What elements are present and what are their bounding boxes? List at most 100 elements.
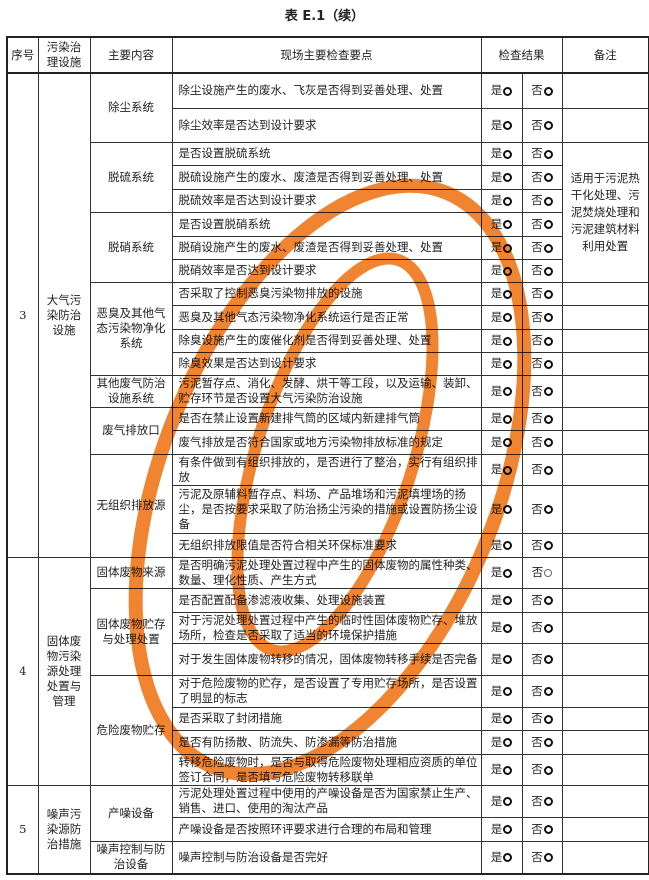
yes-option[interactable]: 是 bbox=[480, 304, 523, 330]
yes-option[interactable]: 是 bbox=[480, 164, 523, 190]
no-option[interactable]: 否 bbox=[521, 587, 563, 613]
radio-circle-icon[interactable] bbox=[503, 541, 513, 550]
radio-circle-icon[interactable] bbox=[544, 569, 553, 577]
yes-option[interactable]: 是 bbox=[480, 816, 523, 842]
radio-circle-icon[interactable] bbox=[503, 336, 513, 346]
yes-option[interactable]: 是 bbox=[480, 188, 523, 213]
radio-circle-icon[interactable] bbox=[503, 568, 513, 578]
radio-circle-icon[interactable] bbox=[543, 714, 553, 724]
radio-circle-icon[interactable] bbox=[543, 243, 553, 253]
radio-circle-icon[interactable] bbox=[503, 359, 513, 369]
no-option[interactable]: 否 bbox=[521, 374, 563, 408]
radio-circle-icon[interactable] bbox=[503, 765, 513, 775]
yes-option[interactable]: 是 bbox=[480, 429, 523, 455]
no-option[interactable]: 否 bbox=[521, 235, 563, 260]
radio-circle-icon[interactable] bbox=[503, 738, 513, 747]
radio-circle-icon[interactable] bbox=[543, 121, 553, 130]
radio-circle-icon[interactable] bbox=[503, 655, 513, 664]
radio-circle-icon[interactable] bbox=[543, 289, 553, 299]
radio-circle-icon[interactable] bbox=[503, 414, 513, 424]
radio-circle-icon[interactable] bbox=[543, 173, 553, 182]
radio-circle-icon[interactable] bbox=[543, 738, 553, 747]
radio-circle-icon[interactable] bbox=[543, 825, 553, 834]
no-option[interactable]: 否 bbox=[521, 188, 563, 213]
no-option[interactable]: 否 bbox=[521, 211, 563, 237]
radio-circle-icon[interactable] bbox=[543, 149, 553, 159]
radio-circle-icon[interactable] bbox=[543, 336, 553, 346]
yes-option[interactable]: 是 bbox=[480, 753, 523, 786]
radio-circle-icon[interactable] bbox=[543, 313, 553, 322]
yes-option[interactable]: 是 bbox=[480, 281, 523, 306]
no-option[interactable]: 否 bbox=[521, 164, 563, 190]
radio-circle-icon[interactable] bbox=[543, 687, 553, 696]
radio-circle-icon[interactable] bbox=[503, 687, 513, 696]
radio-circle-icon[interactable] bbox=[503, 714, 513, 724]
radio-circle-icon[interactable] bbox=[543, 220, 553, 229]
yes-option[interactable]: 是 bbox=[480, 406, 523, 431]
radio-circle-icon[interactable] bbox=[543, 414, 553, 424]
yes-option[interactable]: 是 bbox=[480, 351, 523, 376]
no-option[interactable]: 否 bbox=[521, 816, 563, 842]
no-option[interactable]: 否 bbox=[521, 406, 563, 431]
no-option[interactable]: 否 bbox=[521, 556, 563, 589]
yes-option[interactable]: 是 bbox=[480, 328, 523, 353]
no-option[interactable]: 否 bbox=[521, 258, 563, 283]
yes-option[interactable]: 是 bbox=[480, 587, 523, 613]
no-option[interactable]: 否 bbox=[521, 611, 563, 644]
radio-circle-icon[interactable] bbox=[503, 289, 513, 299]
no-option[interactable]: 否 bbox=[521, 706, 563, 731]
yes-option[interactable]: 是 bbox=[480, 706, 523, 731]
radio-circle-icon[interactable] bbox=[543, 596, 553, 605]
yes-option[interactable]: 是 bbox=[480, 72, 523, 109]
radio-circle-icon[interactable] bbox=[543, 797, 553, 806]
yes-option[interactable]: 是 bbox=[480, 141, 523, 166]
radio-circle-icon[interactable] bbox=[503, 196, 513, 206]
radio-circle-icon[interactable] bbox=[543, 505, 553, 514]
no-option[interactable]: 否 bbox=[521, 304, 563, 330]
radio-circle-icon[interactable] bbox=[503, 121, 513, 130]
radio-circle-icon[interactable] bbox=[503, 465, 513, 475]
radio-circle-icon[interactable] bbox=[543, 86, 553, 96]
no-option[interactable]: 否 bbox=[521, 351, 563, 376]
radio-circle-icon[interactable] bbox=[543, 266, 553, 276]
radio-circle-icon[interactable] bbox=[503, 853, 513, 863]
yes-option[interactable]: 是 bbox=[480, 611, 523, 644]
yes-option[interactable]: 是 bbox=[480, 784, 523, 818]
yes-option[interactable]: 是 bbox=[480, 674, 523, 708]
no-option[interactable]: 否 bbox=[521, 532, 563, 558]
no-option[interactable]: 否 bbox=[521, 281, 563, 306]
radio-circle-icon[interactable] bbox=[543, 359, 553, 369]
no-option[interactable]: 否 bbox=[521, 784, 563, 818]
yes-option[interactable]: 是 bbox=[480, 642, 523, 676]
radio-circle-icon[interactable] bbox=[543, 623, 553, 633]
radio-circle-icon[interactable] bbox=[503, 173, 513, 182]
radio-circle-icon[interactable] bbox=[503, 596, 513, 605]
no-option[interactable]: 否 bbox=[521, 72, 563, 109]
radio-circle-icon[interactable] bbox=[503, 243, 513, 253]
no-option[interactable]: 否 bbox=[521, 729, 563, 755]
yes-option[interactable]: 是 bbox=[480, 107, 523, 143]
yes-option[interactable]: 是 bbox=[480, 729, 523, 755]
yes-option[interactable]: 是 bbox=[480, 840, 523, 875]
no-option[interactable]: 否 bbox=[521, 840, 563, 875]
no-option[interactable]: 否 bbox=[521, 674, 563, 708]
radio-circle-icon[interactable] bbox=[503, 505, 513, 514]
no-option[interactable]: 否 bbox=[521, 328, 563, 353]
radio-circle-icon[interactable] bbox=[503, 825, 513, 834]
no-option[interactable]: 否 bbox=[521, 141, 563, 166]
radio-circle-icon[interactable] bbox=[503, 623, 513, 633]
no-option[interactable]: 否 bbox=[521, 753, 563, 786]
yes-option[interactable]: 是 bbox=[480, 211, 523, 237]
radio-circle-icon[interactable] bbox=[503, 387, 513, 396]
no-option[interactable]: 否 bbox=[521, 484, 563, 534]
radio-circle-icon[interactable] bbox=[503, 86, 513, 96]
radio-circle-icon[interactable] bbox=[503, 797, 513, 806]
radio-circle-icon[interactable] bbox=[543, 853, 553, 863]
radio-circle-icon[interactable] bbox=[503, 149, 513, 159]
no-option[interactable]: 否 bbox=[521, 642, 563, 676]
no-option[interactable]: 否 bbox=[521, 107, 563, 143]
yes-option[interactable]: 是 bbox=[480, 532, 523, 558]
no-option[interactable]: 否 bbox=[521, 453, 563, 486]
radio-circle-icon[interactable] bbox=[543, 438, 553, 447]
radio-circle-icon[interactable] bbox=[503, 313, 513, 322]
